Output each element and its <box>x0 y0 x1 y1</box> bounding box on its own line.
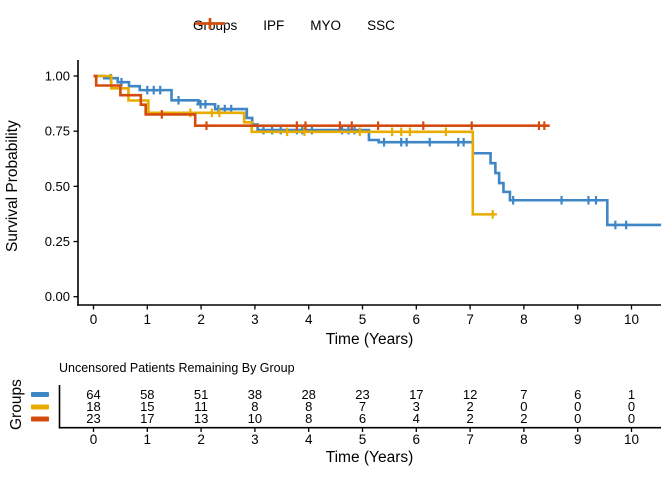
group-swatch-ssc-icon <box>31 416 49 422</box>
at-risk-count: 18 <box>86 399 100 414</box>
risk-table-xlabel: Time (Years) <box>325 449 414 466</box>
at-risk-count: 3 <box>413 399 420 414</box>
plot-axes: 0.00 0.25 0.50 0.75 1.00 0 1 2 3 4 5 6 7 8 9 10 <box>45 60 661 327</box>
at-risk-count: 0 <box>574 399 581 414</box>
at-risk-count: 23 <box>355 387 369 402</box>
risk-table-time-label: 10 <box>624 432 639 447</box>
at-risk-count: 8 <box>251 399 258 414</box>
at-risk-count: 7 <box>520 387 527 402</box>
y-tick-label: 0.00 <box>45 289 70 304</box>
y-tick-label: 1.00 <box>45 69 70 84</box>
km-curve-ipf <box>93 73 662 230</box>
risk-table-time-label: 9 <box>574 432 582 447</box>
at-risk-count: 38 <box>248 387 262 402</box>
x-tick-label: 6 <box>413 312 421 327</box>
legend: Groups IPF MYO SSC <box>193 16 395 34</box>
at-risk-count: 6 <box>574 387 581 402</box>
group-swatch-myo-icon <box>31 404 49 410</box>
group-swatch-ipf-icon <box>31 392 49 397</box>
at-risk-count: 8 <box>305 411 312 426</box>
risk-table-time-label: 8 <box>520 432 528 447</box>
at-risk-count: 2 <box>466 411 473 426</box>
legend-label-ssc: SSC <box>367 17 395 33</box>
x-tick-label: 10 <box>624 312 639 327</box>
x-tick-label: 8 <box>520 312 528 327</box>
km-step-line-ssc <box>93 74 550 127</box>
at-risk-count: 28 <box>301 387 315 402</box>
km-curve-myo <box>93 74 497 219</box>
y-tick-label: 0.50 <box>45 179 70 194</box>
at-risk-count: 23 <box>86 411 100 426</box>
x-tick-label: 0 <box>90 312 98 327</box>
km-step-line-myo <box>93 74 495 216</box>
y-tick-label: 0.25 <box>45 234 70 249</box>
risk-table-time-label: 5 <box>359 432 367 447</box>
at-risk-count: 64 <box>86 387 100 402</box>
y-axis-title: Survival Probability <box>4 120 21 252</box>
at-risk-count: 17 <box>409 387 423 402</box>
risk-table-row-ipf: 64 58 51 38 28 23 17 12 7 6 1 <box>31 387 635 402</box>
risk-table-time-label: 6 <box>413 432 421 447</box>
at-risk-count: 0 <box>574 411 581 426</box>
x-tick-label: 7 <box>466 312 474 327</box>
censor-marks-ssc <box>157 110 549 130</box>
risk-table-time-label: 4 <box>305 432 313 447</box>
at-risk-count: 15 <box>140 399 154 414</box>
at-risk-count: 2 <box>520 411 527 426</box>
at-risk-count: 11 <box>194 399 208 414</box>
at-risk-count: 58 <box>140 387 154 402</box>
y-tick-label: 0.75 <box>45 124 70 139</box>
at-risk-count: 2 <box>466 399 473 414</box>
risk-table-time-label: 1 <box>144 432 152 447</box>
x-axis-title: Time (Years) <box>325 331 414 348</box>
at-risk-count: 12 <box>463 387 477 402</box>
risk-table-time-label: 7 <box>466 432 474 447</box>
at-risk-count: 6 <box>359 411 366 426</box>
x-tick-label: 5 <box>359 312 367 327</box>
risk-table-time-label: 3 <box>251 432 259 447</box>
x-tick-label: 4 <box>305 312 313 327</box>
censor-marks-ipf <box>106 73 631 230</box>
at-risk-count: 13 <box>194 411 208 426</box>
legend-title: Groups <box>193 17 238 33</box>
risk-table-time-label: 2 <box>197 432 205 447</box>
at-risk-count: 1 <box>628 387 635 402</box>
legend-label-ipf: IPF <box>263 17 285 33</box>
at-risk-count: 0 <box>520 399 527 414</box>
x-tick-label: 2 <box>197 312 205 327</box>
km-step-line-ipf <box>93 74 662 227</box>
at-risk-count: 7 <box>359 399 366 414</box>
risk-table-row-myo: 18 15 11 8 8 7 3 2 0 0 0 <box>31 399 635 414</box>
risk-table-row-ssc: 23 17 13 10 8 6 4 2 2 0 0 <box>31 411 635 426</box>
at-risk-count: 17 <box>140 411 154 426</box>
x-tick-label: 3 <box>251 312 259 327</box>
at-risk-count: 10 <box>248 411 262 426</box>
at-risk-count: 4 <box>413 411 420 426</box>
km-curve-ssc <box>93 74 550 130</box>
x-tick-label: 9 <box>574 312 582 327</box>
at-risk-count: 51 <box>194 387 208 402</box>
risk-table-time-label: 0 <box>90 432 98 447</box>
at-risk-count: 0 <box>628 399 635 414</box>
risk-table-ylabel: Groups <box>8 379 25 431</box>
legend-label-myo: MYO <box>310 17 342 33</box>
at-risk-count: 8 <box>305 399 312 414</box>
at-risk-count: 0 <box>628 411 635 426</box>
x-tick-label: 1 <box>144 312 152 327</box>
risk-table-title: Uncensored Patients Remaining By Group <box>59 361 295 375</box>
